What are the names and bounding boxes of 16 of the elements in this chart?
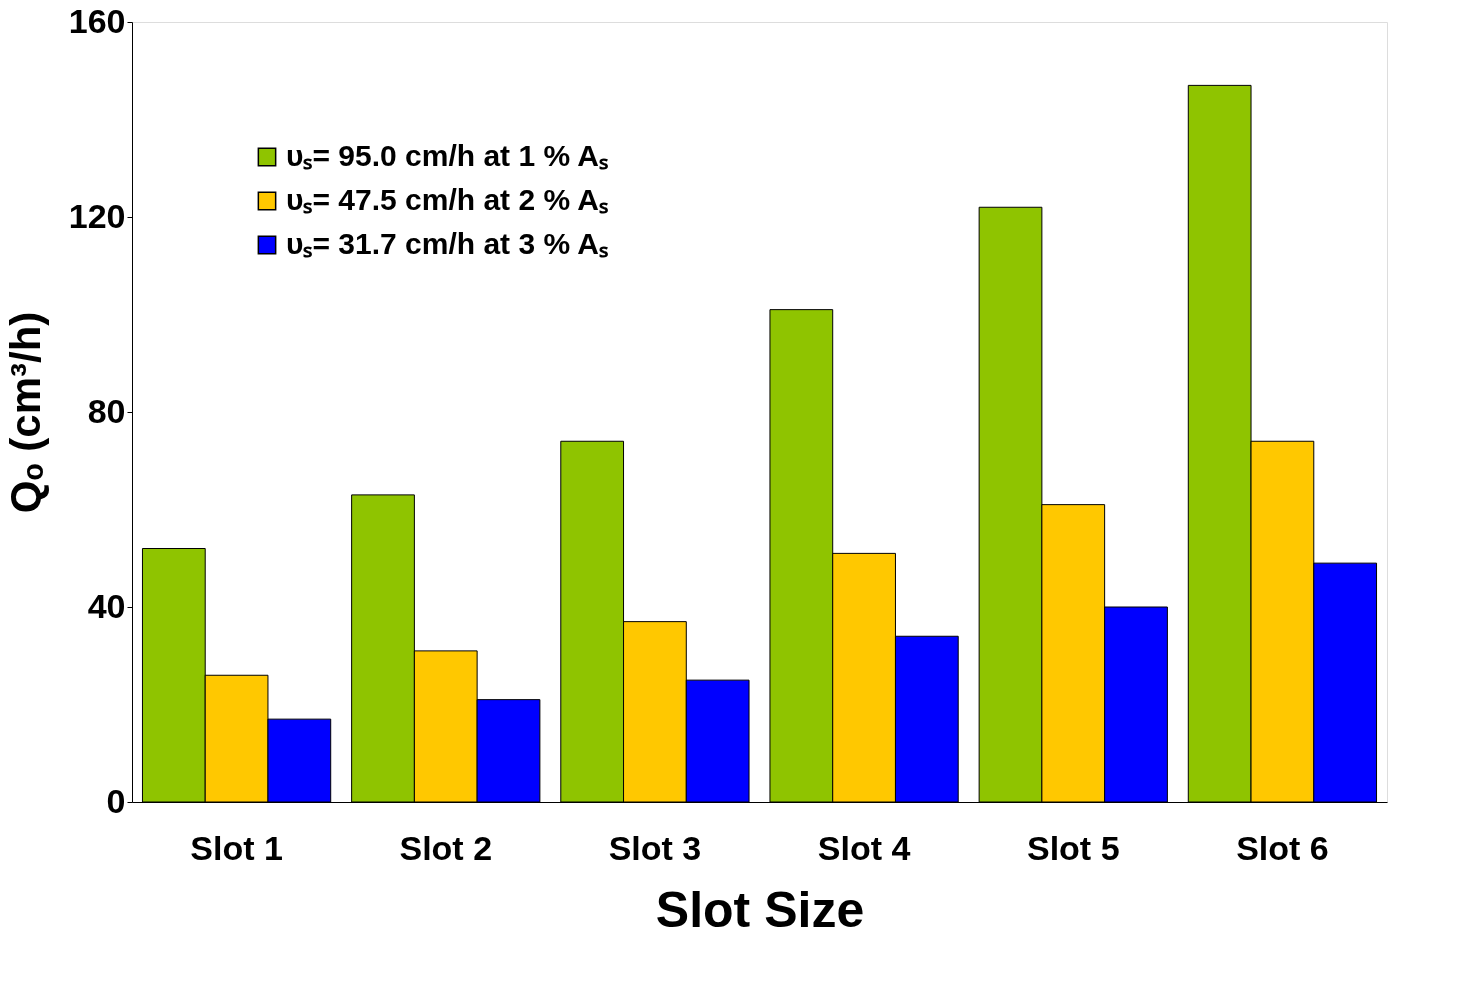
legend-label: υₛ= 47.5 cm/h at 2 % Aₛ (286, 183, 608, 216)
x-tick-label: Slot 3 (608, 828, 702, 867)
legend-label: υₛ= 31.7 cm/h at 3 % Aₛ (286, 227, 608, 260)
y-tick-label: 120 (68, 196, 126, 235)
x-tick-label: Slot 5 (1026, 828, 1120, 867)
y-tick-label: 0 (106, 781, 126, 820)
y-tick-label: 160 (68, 1, 126, 40)
x-tick-label: Slot 6 (1236, 828, 1329, 867)
x-tick-label: Slot 4 (817, 828, 911, 867)
x-axis-title: Slot Size (655, 881, 865, 938)
y-tick-label: 80 (87, 391, 126, 430)
y-tick-label: 40 (87, 586, 126, 625)
x-tick-label: Slot 2 (399, 828, 493, 867)
x-tick-label: Slot 1 (190, 828, 283, 867)
y-axis-title: Qₒ (cm³/h) (1, 311, 49, 514)
legend-label: υₛ= 95.0 cm/h at 1 % Aₛ (286, 139, 608, 172)
